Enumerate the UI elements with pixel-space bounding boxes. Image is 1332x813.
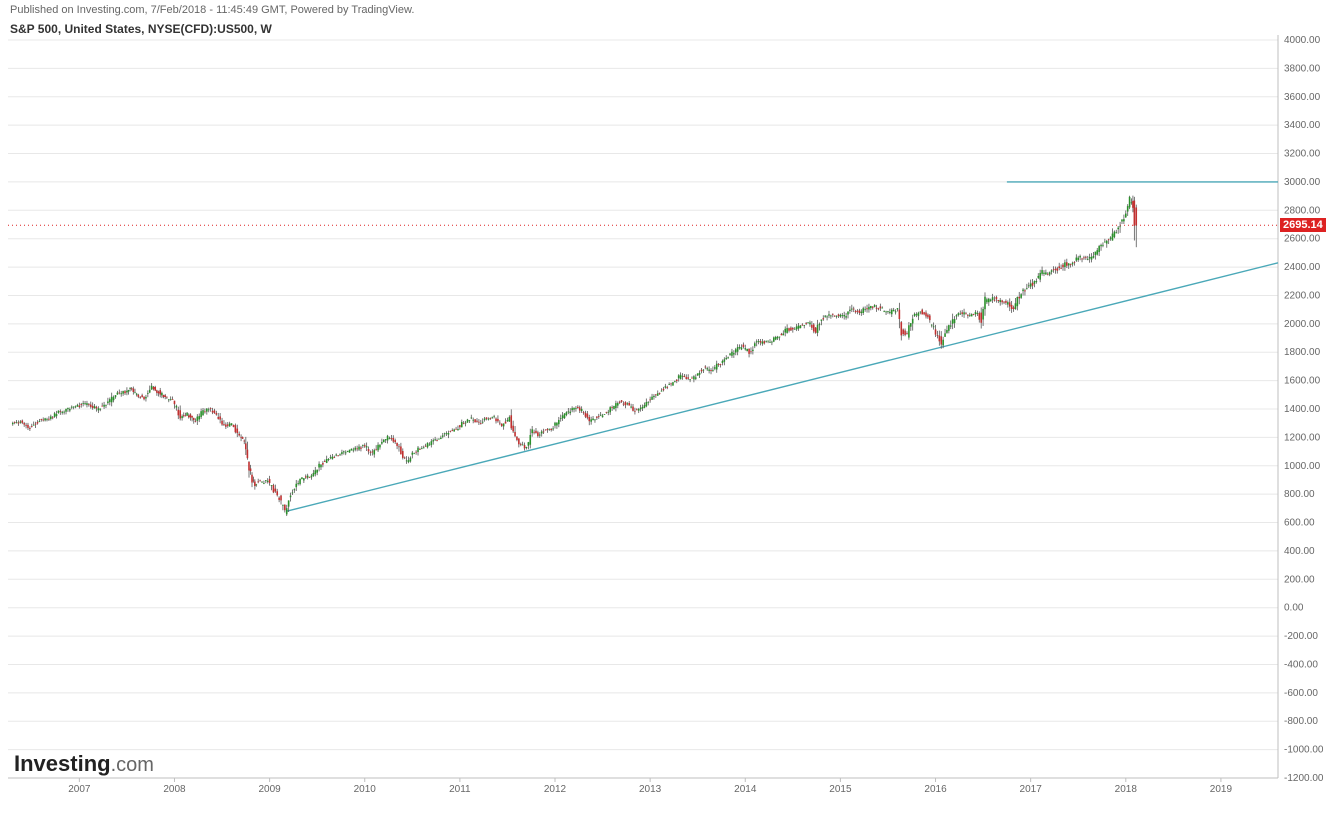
price-chart[interactable]: 4000.00 3800.00 3600.00 3400.00 3200.00 3000.… (0, 0, 1332, 813)
x-tick-label: 2009 (258, 784, 281, 795)
y-tick-label: -1200.00 (1284, 773, 1324, 784)
x-tick-label: 2017 (1020, 784, 1043, 795)
y-tick-label: 0.00 (1284, 603, 1304, 614)
y-tick-label: 3200.00 (1284, 149, 1321, 160)
y-tick-label: 3800.00 (1284, 63, 1321, 74)
x-tick-label: 2015 (829, 784, 852, 795)
y-tick-label: 600.00 (1284, 518, 1315, 529)
x-tick-label: 2007 (68, 784, 91, 795)
x-tick-label: 2010 (354, 784, 377, 795)
watermark-suffix: .com (111, 754, 154, 776)
y-tick-label: 1000.00 (1284, 461, 1321, 472)
y-tick-label: 1200.00 (1284, 432, 1321, 443)
x-tick-label: 2011 (449, 784, 471, 795)
x-tick-label: 2018 (1115, 784, 1138, 795)
y-tick-label: 2800.00 (1284, 205, 1321, 216)
y-tick-label: -1000.00 (1284, 745, 1324, 756)
y-tick-label: 200.00 (1284, 574, 1315, 585)
y-tick-label: 3400.00 (1284, 120, 1321, 131)
x-tick-label: 2013 (639, 784, 662, 795)
y-tick-label: 4000.00 (1284, 35, 1321, 46)
y-tick-label: 3600.00 (1284, 92, 1321, 103)
x-tick-label: 2008 (163, 784, 186, 795)
y-tick-label: -800.00 (1284, 716, 1318, 727)
candles (12, 196, 1137, 516)
watermark-logo: Investing.com (14, 751, 154, 777)
y-tick-label: 2400.00 (1284, 262, 1321, 273)
y-tick-label: 1600.00 (1284, 376, 1321, 387)
x-tick-label: 2016 (924, 784, 947, 795)
current-price-tag: 2695.14 (1280, 218, 1326, 232)
x-tick-label: 2014 (734, 784, 757, 795)
y-tick-label: -200.00 (1284, 631, 1318, 642)
y-tick-label: 800.00 (1284, 489, 1315, 500)
y-tick-label: 1800.00 (1284, 347, 1321, 358)
trendline[interactable] (287, 263, 1278, 511)
x-tick-label: 2019 (1210, 784, 1233, 795)
y-tick-label: 2200.00 (1284, 290, 1321, 301)
x-tick-label: 2012 (544, 784, 567, 795)
y-tick-label: 2000.00 (1284, 319, 1321, 330)
y-tick-label: 1400.00 (1284, 404, 1321, 415)
y-tick-label: -600.00 (1284, 688, 1318, 699)
y-tick-label: -400.00 (1284, 659, 1318, 670)
y-tick-label: 400.00 (1284, 546, 1315, 557)
watermark-main: Investing (14, 751, 111, 776)
y-tick-label: 2600.00 (1284, 234, 1321, 245)
y-tick-label: 3000.00 (1284, 177, 1321, 188)
